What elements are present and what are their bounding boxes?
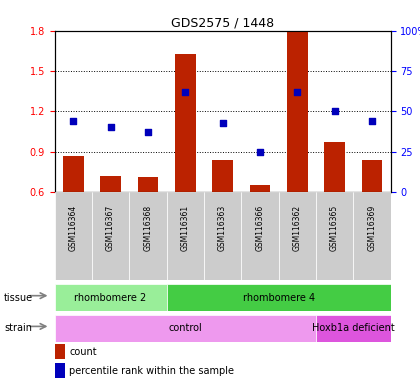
Bar (249, 185, 270, 192)
Bar (55, 284, 167, 311)
Text: GSM116364: GSM116364 (69, 205, 78, 252)
Text: rhombomere 2: rhombomere 2 (74, 293, 147, 303)
Bar (138, 177, 158, 192)
Bar (353, 192, 391, 280)
Text: strain: strain (4, 323, 32, 333)
Bar (55, 192, 92, 280)
Point (257, 149, 263, 155)
Bar (167, 284, 391, 311)
Bar (287, 32, 307, 192)
Text: tissue: tissue (4, 293, 33, 303)
Text: GSM116368: GSM116368 (144, 205, 152, 252)
Text: count: count (69, 347, 97, 357)
Text: Hoxb1a deficient: Hoxb1a deficient (312, 323, 395, 333)
Text: percentile rank within the sample: percentile rank within the sample (69, 366, 234, 376)
Bar (100, 176, 121, 192)
Text: GSM116365: GSM116365 (330, 205, 339, 252)
Bar (55, 315, 316, 342)
Text: GSM116361: GSM116361 (181, 205, 190, 252)
Bar (63, 156, 84, 192)
Point (369, 118, 375, 124)
Point (331, 108, 338, 114)
Bar (324, 142, 345, 192)
Bar (129, 192, 167, 280)
Title: GDS2575 / 1448: GDS2575 / 1448 (171, 17, 274, 30)
Text: GSM116366: GSM116366 (255, 205, 265, 252)
Text: GSM116369: GSM116369 (368, 205, 376, 252)
Bar (362, 160, 382, 192)
Point (182, 89, 189, 95)
Bar (316, 192, 353, 280)
Text: GSM116362: GSM116362 (293, 205, 302, 252)
Bar (175, 54, 196, 192)
Bar (92, 192, 129, 280)
Point (144, 129, 151, 136)
Text: rhombomere 4: rhombomere 4 (242, 293, 315, 303)
Text: GSM116367: GSM116367 (106, 205, 115, 252)
Bar (204, 192, 241, 280)
Bar (167, 192, 204, 280)
Point (294, 89, 301, 95)
Bar (213, 160, 233, 192)
Bar (241, 192, 278, 280)
Point (107, 124, 114, 131)
Point (219, 119, 226, 126)
Bar (316, 315, 391, 342)
Bar (278, 192, 316, 280)
Text: GSM116363: GSM116363 (218, 205, 227, 252)
Text: control: control (168, 323, 202, 333)
Point (70, 118, 76, 124)
